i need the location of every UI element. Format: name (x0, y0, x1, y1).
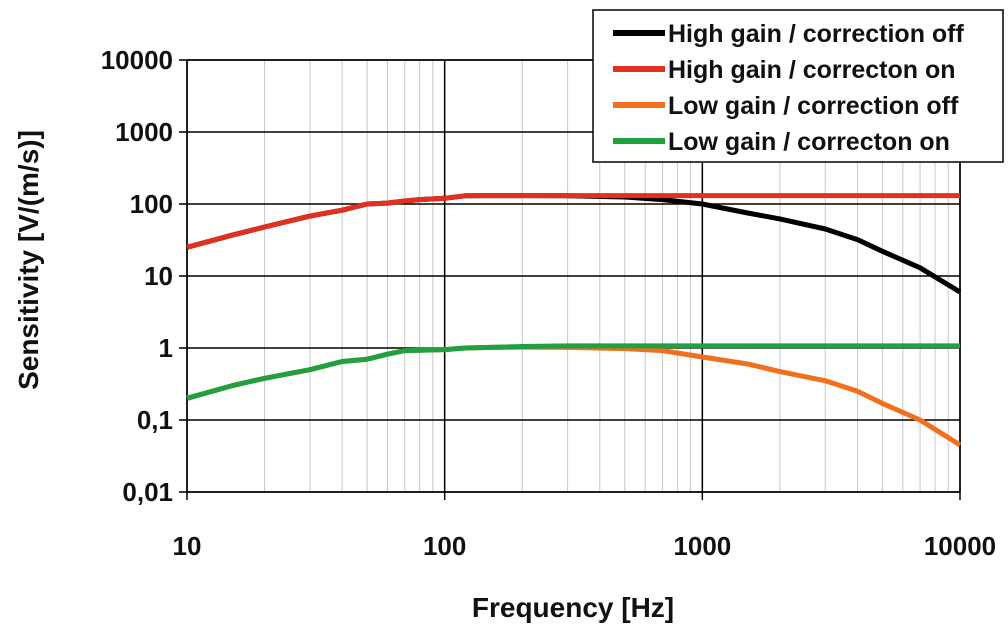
legend-label: Low gain / correction off (668, 92, 959, 120)
y-axis-label: Sensitivity [V/(m/s)] (13, 130, 44, 390)
y-tick-label: 0,1 (137, 405, 173, 435)
y-tick-label: 10 (144, 261, 173, 291)
legend-label: Low gain / correcton on (668, 128, 950, 156)
x-tick-label: 1000 (673, 531, 731, 561)
y-tick-label: 1000 (115, 117, 173, 147)
y-tick-label: 1 (159, 333, 173, 363)
x-tick-label: 10 (173, 531, 202, 561)
legend: High gain / correction off High gain / co… (592, 9, 1004, 163)
series-line-3 (186, 344, 962, 448)
y-tick-label: 0,01 (122, 477, 173, 507)
series-group (186, 193, 962, 448)
legend-label: High gain / correcton on (668, 56, 956, 84)
series-line-2 (186, 193, 960, 250)
series-line-1 (186, 193, 962, 295)
x-axis-ticks: 10 100 1000 10000 (173, 492, 996, 561)
x-axis-label: Frequency [Hz] (472, 592, 674, 623)
y-tick-label: 100 (130, 189, 173, 219)
x-tick-label: 100 (423, 531, 466, 561)
y-axis-ticks: 0,01 0,1 1 10 100 1000 10000 (101, 45, 187, 507)
x-tick-label: 10000 (924, 531, 996, 561)
series-line-4 (186, 343, 960, 401)
legend-label: High gain / correction off (668, 20, 965, 48)
y-tick-label: 10000 (101, 45, 173, 75)
